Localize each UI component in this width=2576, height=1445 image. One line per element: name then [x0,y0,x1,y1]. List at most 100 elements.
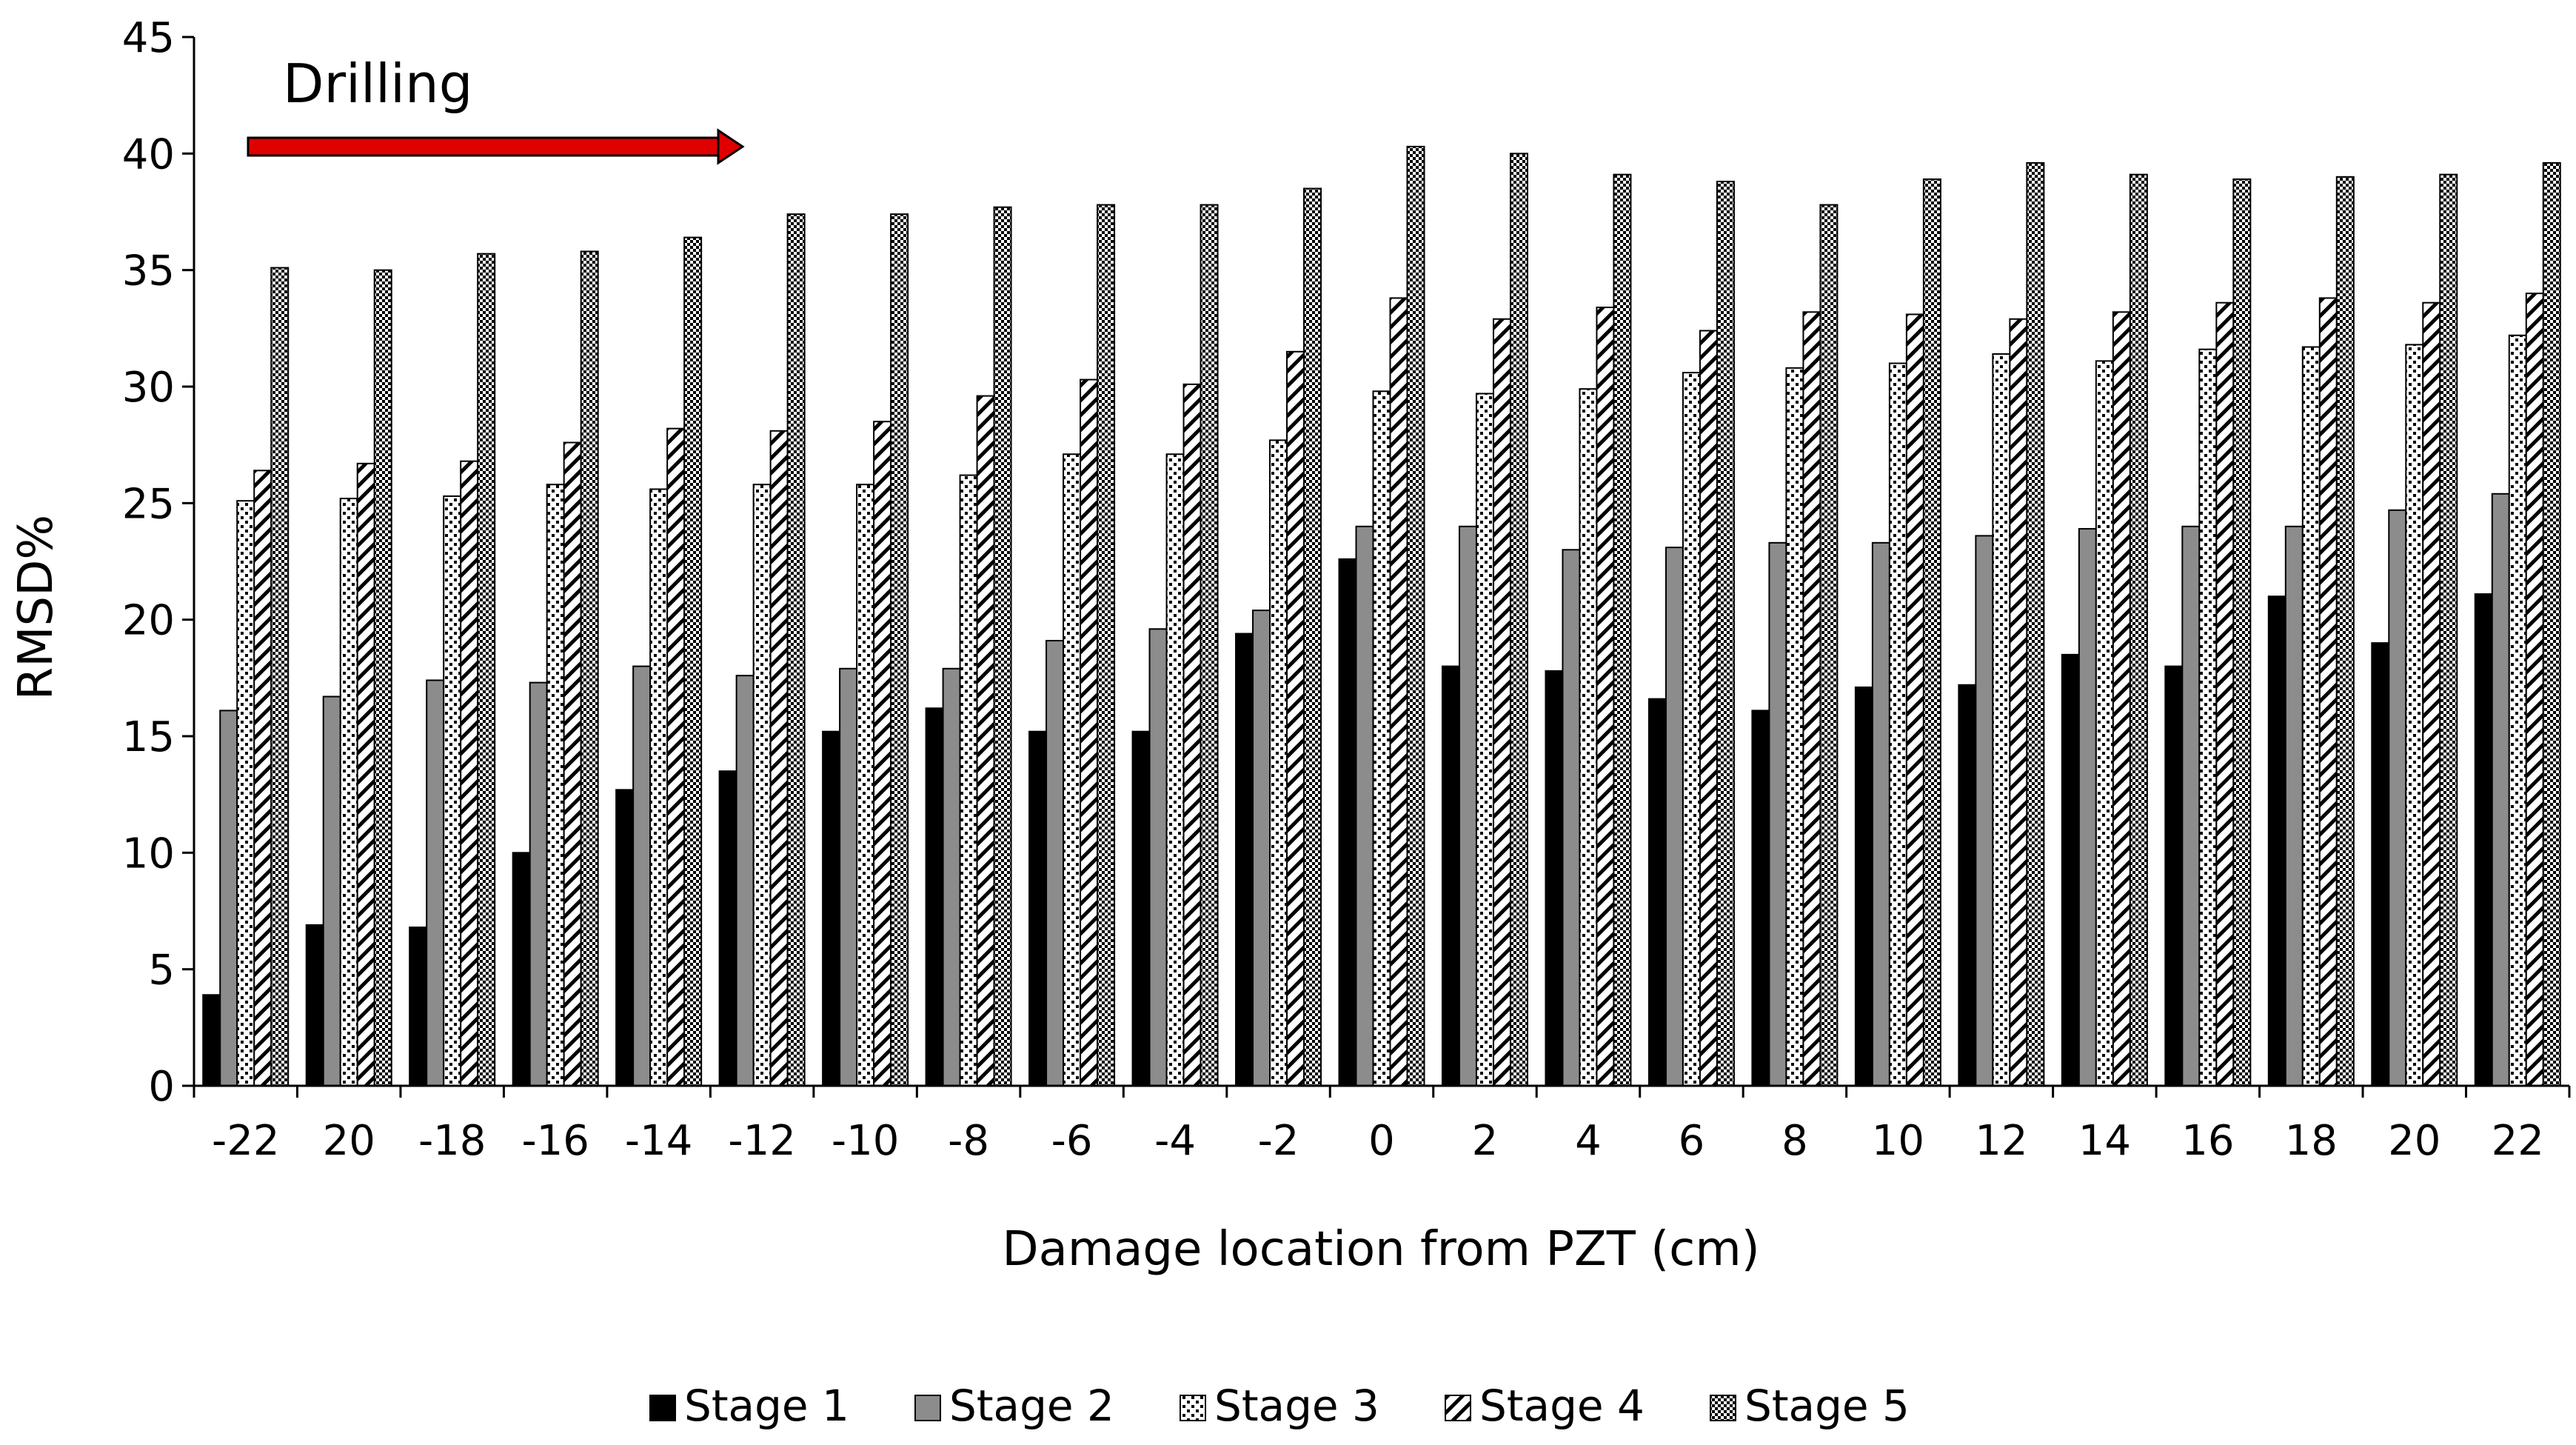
bar-stage-2 [2491,493,2510,1087]
bar-stage-3 [856,484,875,1087]
bar-stage-3 [1682,372,1701,1087]
bar-stage-2 [1458,525,1477,1087]
legend-label: Stage 2 [949,1381,1114,1431]
bar-stage-1 [718,770,737,1087]
x-tick-label: -4 [1154,1117,1196,1165]
bar-stage-3 [1785,367,1804,1087]
bar-stage-5 [1406,145,1425,1087]
bar-stage-1 [1028,730,1048,1087]
bar-stage-2 [1665,547,1684,1087]
bar-stage-1 [2474,593,2493,1087]
bar-stage-2 [632,665,652,1087]
legend: Stage 1 Stage 2 Stage 3 Stage 4 Stage 5 [649,1381,1910,1431]
bars [202,145,2561,1087]
bar-stage-4 [1802,311,1821,1087]
bar-stage-2 [426,679,445,1087]
x-tick-label: -18 [418,1117,486,1165]
bar-stage-3 [1269,439,1288,1087]
x-tick-label: -16 [521,1117,589,1165]
bar-stage-5 [2335,176,2355,1087]
legend-item-stage-4: Stage 4 [1445,1381,1645,1431]
x-axis-ticks: -22 20 -18 -16 -14 -12 -10 -8 -6 -4 -2 0 2 4 6 8 10 12 14 1… [212,1117,2544,1165]
bar-stage-2 [2388,509,2407,1087]
y-tick-label: 40 [122,130,175,178]
bar-stage-3 [1372,390,1391,1087]
bar-stage-4 [1182,383,1202,1087]
bar-stage-5 [270,267,290,1087]
bar-stage-2 [942,667,961,1087]
drilling-annotation: Drilling [247,53,745,165]
bar-stage-1 [1441,665,1460,1087]
bar-stage-5 [477,253,496,1087]
x-axis-title: Damage location from PZT (cm) [1002,1222,1759,1277]
x-tick-label: -12 [728,1117,795,1165]
bar-stage-5 [786,213,806,1087]
bar-stage-5 [1613,173,1632,1087]
legend-item-stage-2: Stage 2 [914,1381,1114,1431]
legend-swatch [1180,1395,1206,1421]
bar-stage-2 [735,675,755,1087]
bar-stage-3 [1165,453,1185,1087]
bar-stage-5 [890,213,909,1087]
y-tick-label: 25 [122,480,175,528]
bar-stage-3 [1063,453,1082,1087]
bar-stage-3 [2508,334,2527,1087]
x-tick-label: 18 [2285,1117,2338,1165]
bar-stage-3 [959,474,978,1087]
x-tick-label: 4 [1575,1117,1602,1165]
y-tick-label: 30 [122,364,175,412]
bar-stage-1 [2061,653,2080,1087]
bar-stage-1 [202,994,221,1087]
bar-stage-5 [2439,173,2458,1087]
bar-stage-3 [2198,348,2218,1087]
y-tick-label: 35 [122,247,175,296]
bar-stage-5 [1716,181,1735,1087]
bar-stage-4 [1286,350,1305,1087]
bar-stage-1 [2267,595,2286,1087]
bar-stage-3 [236,500,255,1087]
bar-stage-2 [1975,535,1994,1087]
x-tick-label: -8 [948,1117,989,1165]
y-axis-title: RMSD% [9,515,64,700]
x-tick-label: -14 [625,1117,692,1165]
bar-stage-4 [873,421,892,1087]
legend-swatch [1710,1395,1736,1421]
bar-stage-1 [1545,670,1564,1087]
bar-stage-3 [443,495,462,1087]
x-tick-label: 12 [1975,1117,2027,1165]
legend-label: Stage 5 [1744,1381,1910,1431]
drilling-label: Drilling [283,53,472,115]
bar-stage-2 [1355,525,1374,1087]
y-axis-ticks: 0 5 10 15 20 25 30 35 40 45 [122,14,175,1111]
bar-stage-1 [2371,642,2390,1087]
y-tick-label: 10 [122,830,175,878]
bar-stage-3 [1888,362,1907,1087]
bar-stage-1 [512,852,531,1087]
bar-stage-3 [649,488,669,1087]
y-tick-label: 45 [122,14,175,62]
bar-stage-5 [2232,178,2252,1087]
bar-stage-3 [546,484,565,1087]
bar-stage-3 [1992,353,2011,1087]
bar-stage-3 [1475,393,1494,1087]
legend-item-stage-3: Stage 3 [1180,1381,1379,1431]
bar-stage-5 [2129,173,2148,1087]
bar-stage-4 [1699,330,1718,1087]
bar-stage-1 [1235,633,1254,1087]
x-tick-label: 22 [2492,1117,2544,1165]
bar-stage-2 [2181,525,2201,1087]
legend-label: Stage 4 [1479,1381,1645,1431]
bar-stage-5 [1303,187,1322,1087]
bar-stage-5 [1509,153,1528,1087]
bar-stage-1 [1338,558,1357,1087]
y-tick-label: 5 [148,947,175,995]
legend-swatch [649,1395,676,1421]
bar-stage-4 [2009,318,2028,1087]
bar-stage-1 [305,924,324,1087]
bar-stage-1 [925,707,944,1087]
x-tick-label: 6 [1679,1117,1705,1165]
x-tick-label: -10 [832,1117,899,1165]
y-tick-label: 15 [122,713,175,761]
bar-stage-2 [2284,525,2304,1087]
bar-stage-1 [1958,684,1977,1087]
